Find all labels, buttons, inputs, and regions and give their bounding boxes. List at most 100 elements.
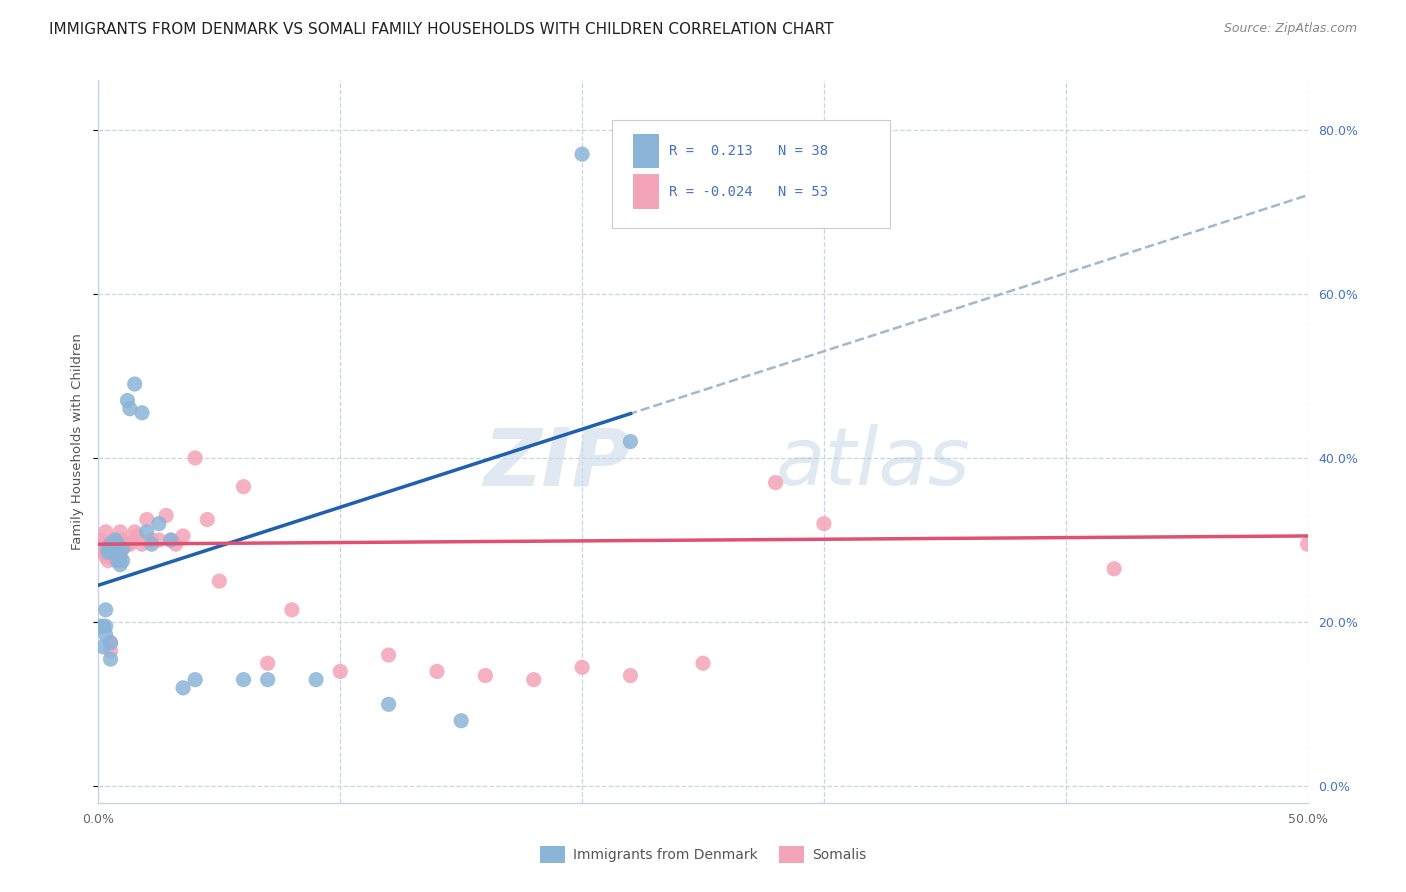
Point bbox=[165, 537, 187, 551]
Point bbox=[571, 660, 593, 674]
Point bbox=[117, 393, 139, 408]
Point bbox=[97, 545, 120, 559]
Point bbox=[104, 553, 127, 567]
Point bbox=[97, 553, 120, 567]
Point bbox=[111, 533, 134, 547]
Point bbox=[571, 147, 593, 161]
Point bbox=[94, 541, 117, 556]
Point bbox=[118, 537, 141, 551]
Point bbox=[104, 537, 127, 551]
Point bbox=[305, 673, 328, 687]
Point bbox=[135, 524, 157, 539]
Point bbox=[124, 377, 146, 392]
Text: atlas: atlas bbox=[776, 425, 970, 502]
Point bbox=[101, 545, 124, 559]
Point bbox=[523, 673, 546, 687]
Point bbox=[91, 640, 114, 654]
Text: ZIP: ZIP bbox=[484, 425, 630, 502]
Point bbox=[256, 657, 278, 671]
Point bbox=[256, 673, 278, 687]
Point bbox=[184, 673, 207, 687]
Point bbox=[117, 537, 139, 551]
Point bbox=[104, 541, 127, 556]
Point bbox=[94, 603, 117, 617]
Point bbox=[184, 450, 207, 465]
Point bbox=[281, 603, 304, 617]
Point bbox=[107, 549, 129, 564]
Point bbox=[108, 558, 131, 572]
Point bbox=[813, 516, 835, 531]
Point bbox=[1102, 562, 1125, 576]
Point bbox=[148, 533, 170, 547]
Point bbox=[100, 644, 122, 658]
Text: IMMIGRANTS FROM DENMARK VS SOMALI FAMILY HOUSEHOLDS WITH CHILDREN CORRELATION CH: IMMIGRANTS FROM DENMARK VS SOMALI FAMILY… bbox=[49, 22, 834, 37]
Point bbox=[108, 537, 131, 551]
Point bbox=[101, 537, 124, 551]
Point bbox=[450, 714, 472, 728]
Point bbox=[101, 533, 124, 547]
Point bbox=[108, 549, 131, 564]
Point bbox=[111, 541, 134, 556]
Point bbox=[155, 508, 177, 523]
Point bbox=[160, 533, 183, 547]
Point bbox=[118, 401, 141, 416]
Text: Source: ZipAtlas.com: Source: ZipAtlas.com bbox=[1223, 22, 1357, 36]
Point bbox=[94, 524, 117, 539]
Point bbox=[111, 541, 134, 556]
Y-axis label: Family Households with Children: Family Households with Children bbox=[72, 333, 84, 550]
Point bbox=[97, 537, 120, 551]
Point bbox=[131, 537, 153, 551]
Point bbox=[101, 549, 124, 564]
Point bbox=[91, 619, 114, 633]
Point bbox=[135, 512, 157, 526]
Point bbox=[619, 434, 641, 449]
Point bbox=[124, 524, 146, 539]
Bar bbox=[633, 174, 659, 209]
Point bbox=[160, 533, 183, 547]
Point bbox=[100, 537, 122, 551]
Point bbox=[104, 533, 127, 547]
Point bbox=[765, 475, 787, 490]
Point bbox=[329, 665, 352, 679]
Point bbox=[90, 619, 112, 633]
Point bbox=[377, 698, 399, 712]
Point bbox=[94, 549, 117, 564]
Point bbox=[100, 636, 122, 650]
Point bbox=[692, 657, 714, 671]
Point bbox=[141, 537, 163, 551]
Point bbox=[195, 512, 218, 526]
Point bbox=[148, 516, 170, 531]
Point bbox=[97, 541, 120, 556]
Point bbox=[107, 537, 129, 551]
Point bbox=[91, 537, 114, 551]
Point bbox=[377, 648, 399, 662]
Point bbox=[474, 668, 496, 682]
Point bbox=[94, 627, 117, 641]
Point bbox=[101, 541, 124, 556]
Point bbox=[94, 619, 117, 633]
Point bbox=[100, 652, 122, 666]
Point bbox=[91, 545, 114, 559]
Point bbox=[208, 574, 231, 588]
Point bbox=[100, 636, 122, 650]
Point bbox=[141, 533, 163, 547]
Point bbox=[90, 533, 112, 547]
Point bbox=[232, 480, 254, 494]
Point bbox=[107, 537, 129, 551]
Point bbox=[127, 529, 149, 543]
Legend: Immigrants from Denmark, Somalis: Immigrants from Denmark, Somalis bbox=[534, 840, 872, 868]
Point bbox=[426, 665, 449, 679]
Point bbox=[172, 529, 194, 543]
Point bbox=[619, 668, 641, 682]
Bar bbox=[633, 134, 659, 169]
Point bbox=[111, 553, 134, 567]
Point bbox=[100, 541, 122, 556]
Point bbox=[232, 673, 254, 687]
Point bbox=[107, 553, 129, 567]
Point bbox=[1296, 537, 1319, 551]
Point bbox=[108, 524, 131, 539]
Point bbox=[131, 406, 153, 420]
FancyBboxPatch shape bbox=[613, 120, 890, 228]
Point bbox=[172, 681, 194, 695]
Text: R =  0.213   N = 38: R = 0.213 N = 38 bbox=[669, 145, 828, 158]
